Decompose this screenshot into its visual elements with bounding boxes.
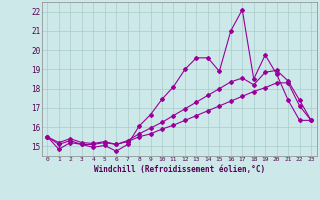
X-axis label: Windchill (Refroidissement éolien,°C): Windchill (Refroidissement éolien,°C) — [94, 165, 265, 174]
